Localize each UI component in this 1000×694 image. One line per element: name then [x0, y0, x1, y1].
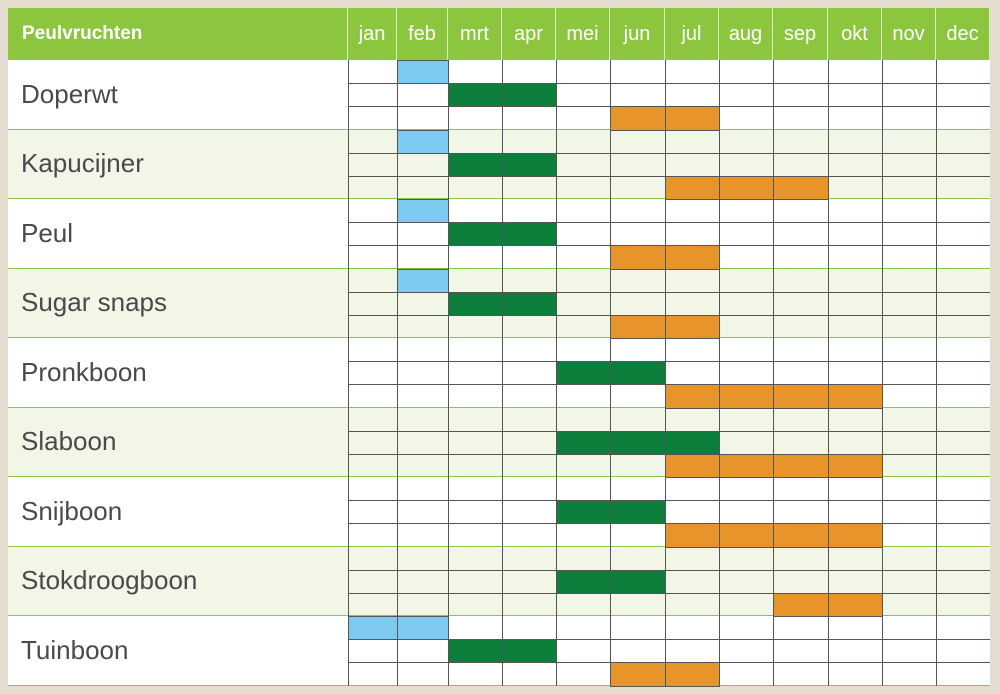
harvest-bar: [828, 453, 883, 478]
sow-outdoor-bar: [610, 569, 666, 594]
harvest-bar: [665, 175, 720, 200]
sow-outdoor-bar: [610, 500, 666, 524]
sow-outdoor-bar: [610, 361, 666, 385]
harvest-bar: [773, 453, 829, 478]
chart-title: Peulvruchten: [8, 8, 348, 60]
sow-indoor-bar: [397, 268, 449, 293]
month-divider: [882, 60, 883, 686]
harvest-bar: [665, 245, 720, 270]
month-header-aug: aug: [719, 8, 773, 60]
harvest-bar: [665, 662, 720, 687]
month-header-dec: dec: [936, 8, 990, 60]
harvest-bar: [719, 453, 774, 478]
month-header-mei: mei: [556, 8, 610, 60]
sub-row-divider: [348, 222, 990, 223]
sub-row-divider: [348, 592, 990, 594]
harvest-bar: [828, 523, 883, 548]
month-header-jul: jul: [665, 8, 719, 60]
month-header-feb: feb: [397, 8, 448, 60]
sow-outdoor-bar: [502, 639, 557, 663]
sow-outdoor-bar: [502, 152, 557, 177]
sub-row-divider: [348, 291, 990, 293]
sub-row-divider: [348, 83, 990, 84]
month-divider: [773, 60, 774, 686]
month-header-sep: sep: [773, 8, 828, 60]
sowing-harvest-chart: Peulvruchten jan feb mrt apr mei jun jul aug sep o…: [8, 8, 990, 687]
sub-row-divider: [348, 569, 990, 571]
harvest-bar: [610, 314, 666, 339]
harvest-bar: [665, 106, 720, 131]
month-header-mrt: mrt: [448, 8, 502, 60]
crop-name: Doperwt: [8, 60, 348, 130]
crop-name: Peul: [8, 199, 348, 269]
sow-outdoor-bar: [448, 222, 503, 246]
month-header-jan: jan: [348, 8, 397, 60]
sow-indoor-bar: [397, 616, 449, 640]
month-header-apr: apr: [502, 8, 556, 60]
month-header-nov: nov: [882, 8, 936, 60]
sow-outdoor-bar: [502, 222, 557, 246]
crop-name: Stokdroogboon: [8, 546, 348, 616]
harvest-bar: [773, 175, 829, 200]
sow-outdoor-bar: [556, 500, 611, 524]
crop-name: Pronkboon: [8, 338, 348, 408]
harvest-bar: [610, 245, 666, 270]
sub-row-divider: [348, 152, 990, 154]
sow-outdoor-bar: [448, 152, 503, 177]
month-divider: [828, 60, 829, 686]
sow-outdoor-bar: [448, 291, 503, 316]
harvest-bar: [773, 384, 829, 409]
sow-indoor-bar: [348, 616, 398, 640]
month-divider: [397, 60, 398, 686]
harvest-bar: [719, 384, 774, 409]
sow-outdoor-bar: [448, 639, 503, 663]
sow-outdoor-bar: [448, 83, 503, 107]
harvest-bar: [610, 662, 666, 687]
sow-outdoor-bar: [610, 430, 666, 455]
harvest-bar: [773, 592, 829, 617]
crop-name: Snijboon: [8, 477, 348, 547]
harvest-bar: [665, 314, 720, 339]
sub-row-divider: [348, 361, 990, 362]
crop-name: Slaboon: [8, 407, 348, 477]
harvest-bar: [665, 453, 720, 478]
harvest-bar: [610, 106, 666, 131]
harvest-bar: [719, 523, 774, 548]
crop-name: Kapucijner: [8, 129, 348, 199]
harvest-bar: [719, 175, 774, 200]
month-divider: [448, 60, 449, 686]
sow-indoor-bar: [397, 199, 449, 223]
month-header-okt: okt: [828, 8, 882, 60]
crop-row-band: [348, 546, 990, 616]
month-divider: [348, 60, 349, 686]
sow-outdoor-bar: [502, 83, 557, 107]
sub-row-divider: [348, 639, 990, 640]
month-divider: [719, 60, 720, 686]
harvest-bar: [773, 523, 829, 548]
month-divider: [502, 60, 503, 686]
sow-indoor-bar: [397, 60, 449, 84]
crop-name: Tuinboon: [8, 616, 348, 686]
sub-row-divider: [348, 500, 990, 501]
harvest-bar: [665, 384, 720, 409]
crop-name: Sugar snaps: [8, 268, 348, 338]
month-header-jun: jun: [610, 8, 665, 60]
sow-outdoor-bar: [556, 361, 611, 385]
harvest-bar: [828, 384, 883, 409]
sow-outdoor-bar: [556, 430, 611, 455]
sow-outdoor-bar: [556, 569, 611, 594]
sow-outdoor-bar: [502, 291, 557, 316]
harvest-bar: [665, 523, 720, 548]
month-divider: [936, 60, 937, 686]
sow-outdoor-bar: [665, 430, 720, 455]
sow-indoor-bar: [397, 129, 449, 154]
harvest-bar: [828, 592, 883, 617]
